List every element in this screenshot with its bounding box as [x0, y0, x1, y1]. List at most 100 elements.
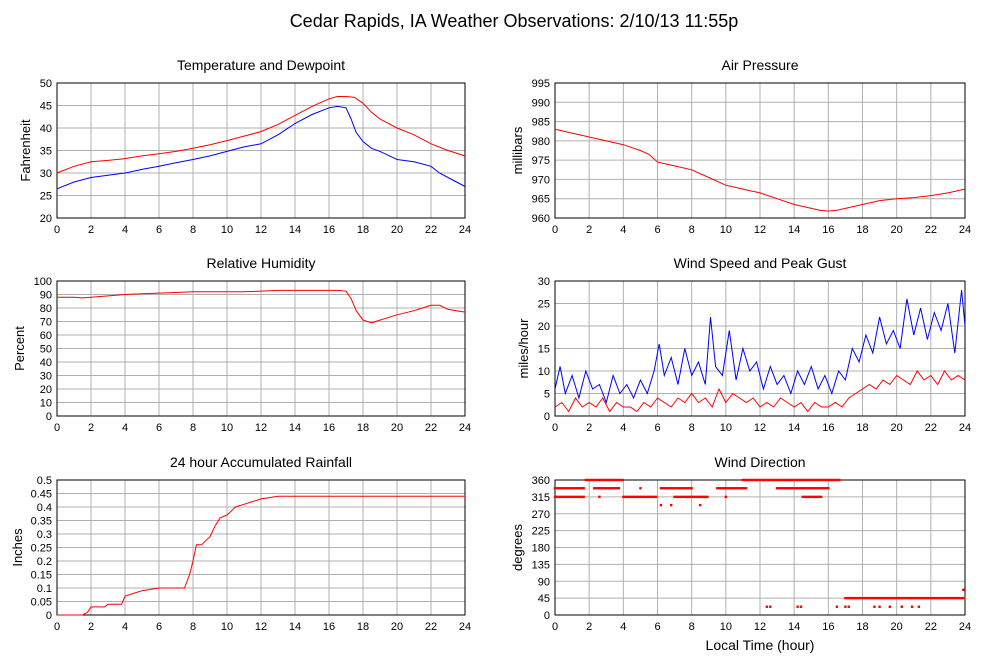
plot-frame: [56, 82, 466, 219]
direction-point: [613, 478, 616, 482]
x-tick-label: 20: [391, 224, 403, 236]
x-tick-label: 2: [586, 224, 592, 236]
direction-point: [788, 478, 792, 482]
direction-point: [758, 478, 761, 482]
direction-point: [636, 495, 639, 499]
direction-point: [676, 487, 679, 490]
direction-point: [805, 478, 808, 482]
chart-humidity: 0 2 4 6 8 10 12 14 16 18 20 22 240102030405060708090…: [12, 255, 471, 434]
x-tick-label: 12: [255, 621, 267, 633]
direction-point: [672, 487, 675, 490]
direction-point: [897, 596, 900, 600]
x-tick-label: 0: [54, 621, 60, 633]
direction-point: [873, 605, 876, 608]
direction-point: [844, 605, 847, 608]
direction-point: [899, 596, 902, 600]
direction-point: [570, 487, 573, 490]
x-tick-label: 0: [54, 224, 60, 236]
direction-point: [667, 487, 671, 490]
direction-point: [858, 596, 861, 600]
direction-point: [593, 487, 596, 490]
direction-point: [796, 487, 799, 490]
direction-point: [870, 596, 874, 600]
direction-point: [621, 478, 624, 482]
direction-point: [792, 487, 795, 490]
direction-point: [818, 487, 822, 490]
direction-point: [784, 478, 788, 482]
x-tick-label: 6: [156, 224, 162, 236]
direction-point: [669, 487, 673, 490]
direction-point: [659, 487, 663, 490]
direction-point: [654, 495, 658, 499]
y-tick-label: 30: [40, 168, 52, 180]
direction-point: [862, 596, 866, 600]
direction-point: [592, 478, 596, 482]
direction-point: [821, 478, 825, 482]
direction-point: [805, 495, 809, 499]
direction-point: [582, 487, 585, 490]
direction-point: [630, 495, 633, 499]
direction-point: [609, 487, 612, 490]
x-tick-label: 22: [425, 422, 437, 434]
direction-point: [683, 495, 687, 499]
direction-point: [747, 478, 751, 482]
direction-point: [611, 478, 614, 482]
chart-rain: 0 2 4 6 8 10 12 14 16 18 20 22 2400.050.10.150.20.25…: [10, 454, 471, 633]
direction-point: [932, 596, 935, 600]
x-tick-label: 2: [586, 422, 592, 434]
direction-point: [663, 487, 667, 490]
direction-point: [930, 596, 933, 600]
direction-point: [811, 495, 815, 499]
direction-point: [652, 495, 656, 499]
x-tick-label: 22: [425, 224, 437, 236]
direction-point: [742, 487, 746, 490]
direction-point: [600, 478, 604, 482]
y-tick-label: 0.5: [37, 475, 52, 487]
direction-point: [817, 478, 820, 482]
y-tick-label: 20: [40, 384, 52, 396]
direction-point: [903, 596, 907, 600]
x-tick-label: 18: [357, 621, 369, 633]
direction-point: [779, 487, 783, 490]
direction-point: [813, 495, 817, 499]
direction-point: [820, 487, 824, 490]
direction-point: [928, 596, 931, 600]
direction-point: [555, 495, 559, 499]
x-tick-label: 8: [689, 621, 695, 633]
direction-point: [790, 478, 794, 482]
panel-title: Air Pressure: [721, 57, 798, 73]
direction-point: [860, 596, 864, 600]
direction-point: [901, 596, 905, 600]
direction-point: [605, 487, 608, 490]
direction-point: [680, 487, 683, 490]
x-tick-label: 22: [925, 621, 937, 633]
direction-point: [693, 495, 697, 499]
direction-point: [628, 495, 631, 499]
y-axis-label: Inches: [10, 528, 25, 567]
direction-point: [659, 503, 663, 507]
direction-point: [766, 478, 769, 482]
direction-point: [961, 596, 964, 600]
direction-point: [847, 605, 851, 608]
direction-point: [611, 487, 614, 490]
plot-frame: [554, 280, 966, 417]
direction-point: [917, 605, 921, 608]
x-tick-label: 22: [925, 224, 937, 236]
direction-point: [582, 495, 585, 499]
direction-point: [553, 487, 557, 490]
direction-point: [741, 478, 745, 482]
direction-point: [825, 487, 828, 490]
direction-point: [607, 487, 610, 490]
direction-point: [584, 478, 587, 482]
direction-point: [909, 596, 913, 600]
x-tick-label: 16: [323, 621, 335, 633]
direction-point: [688, 487, 691, 490]
direction-point: [740, 487, 744, 490]
direction-point: [819, 478, 823, 482]
x-tick-label: 2: [586, 621, 592, 633]
y-tick-label: 60: [40, 330, 52, 342]
x-tick-label: 10: [720, 621, 732, 633]
direction-point: [734, 487, 737, 490]
direction-point: [940, 596, 943, 600]
direction-point: [808, 487, 812, 490]
